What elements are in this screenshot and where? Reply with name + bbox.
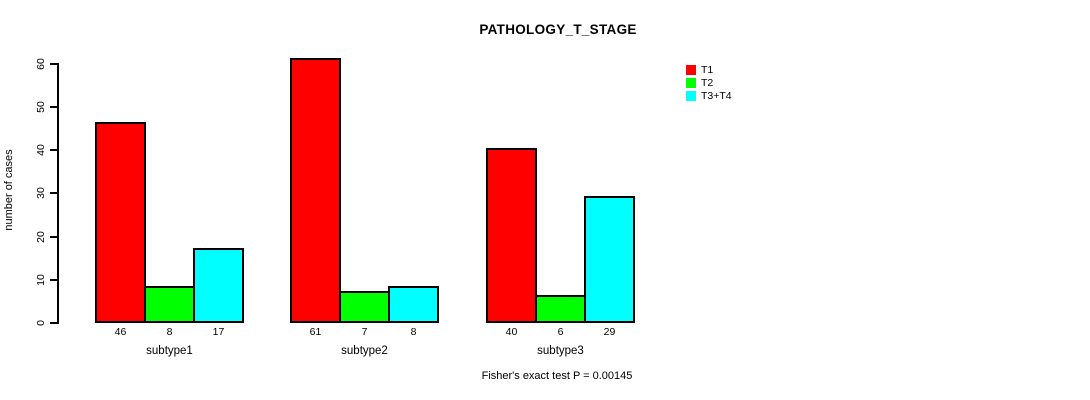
y-tick-label: 0 [35, 320, 47, 326]
y-tick-label: 30 [35, 187, 47, 200]
legend-item-t2: T2 [686, 78, 732, 88]
bar-value-label: 7 [361, 326, 368, 338]
bar-value-label: 17 [212, 326, 225, 338]
y-axis-label: number of cases [3, 149, 15, 231]
bar-value-label: 6 [557, 326, 564, 338]
legend-label-t2: T2 [701, 77, 714, 89]
bar-T2-subtype3 [535, 295, 586, 323]
legend-label-t1: T1 [701, 64, 714, 76]
legend-swatch-t2 [686, 78, 696, 88]
bar-T1-subtype3 [486, 148, 537, 323]
y-tick-label: 50 [35, 101, 47, 113]
footnote: Fisher's exact test P = 0.00145 [481, 370, 633, 382]
bar-value-label: 61 [309, 326, 322, 338]
bar-T3+T4-subtype1 [193, 248, 244, 323]
bar-value-label: 8 [410, 326, 417, 338]
y-tick [50, 149, 57, 152]
x-category-label-subtype2: subtype2 [341, 345, 388, 357]
legend-item-t1: T1 [686, 65, 732, 75]
y-tick [50, 62, 57, 65]
bar-value-label: 40 [505, 326, 518, 338]
chart-title: PATHOLOGY_T_STAGE [479, 22, 637, 37]
y-tick-label: 40 [35, 144, 47, 157]
y-tick [50, 192, 57, 195]
legend-label-t3t4: T3+T4 [701, 90, 732, 102]
y-tick-label: 10 [35, 273, 47, 286]
legend-item-t3t4: T3+T4 [686, 91, 732, 101]
legend: T1 T2 T3+T4 [686, 65, 732, 101]
legend-swatch-t3t4 [686, 91, 696, 101]
bar-T1-subtype2 [290, 58, 341, 323]
bar-T3+T4-subtype2 [388, 286, 439, 323]
bar-T1-subtype1 [95, 122, 146, 323]
y-tick-label: 60 [35, 58, 47, 70]
bar-T2-subtype1 [144, 286, 195, 323]
x-category-label-subtype1: subtype1 [146, 345, 193, 357]
bar-value-label: 8 [166, 326, 173, 338]
y-tick [50, 106, 57, 109]
bar-T3+T4-subtype3 [584, 196, 635, 323]
y-tick-label: 20 [35, 230, 47, 243]
bar-value-label: 46 [114, 326, 127, 338]
legend-swatch-t1 [686, 65, 696, 75]
x-category-label-subtype3: subtype3 [537, 345, 584, 357]
y-tick [50, 235, 57, 238]
bar-T2-subtype2 [339, 291, 390, 323]
y-tick [50, 322, 57, 324]
bar-value-label: 29 [603, 326, 616, 338]
y-tick [50, 278, 57, 281]
y-axis [57, 63, 59, 324]
